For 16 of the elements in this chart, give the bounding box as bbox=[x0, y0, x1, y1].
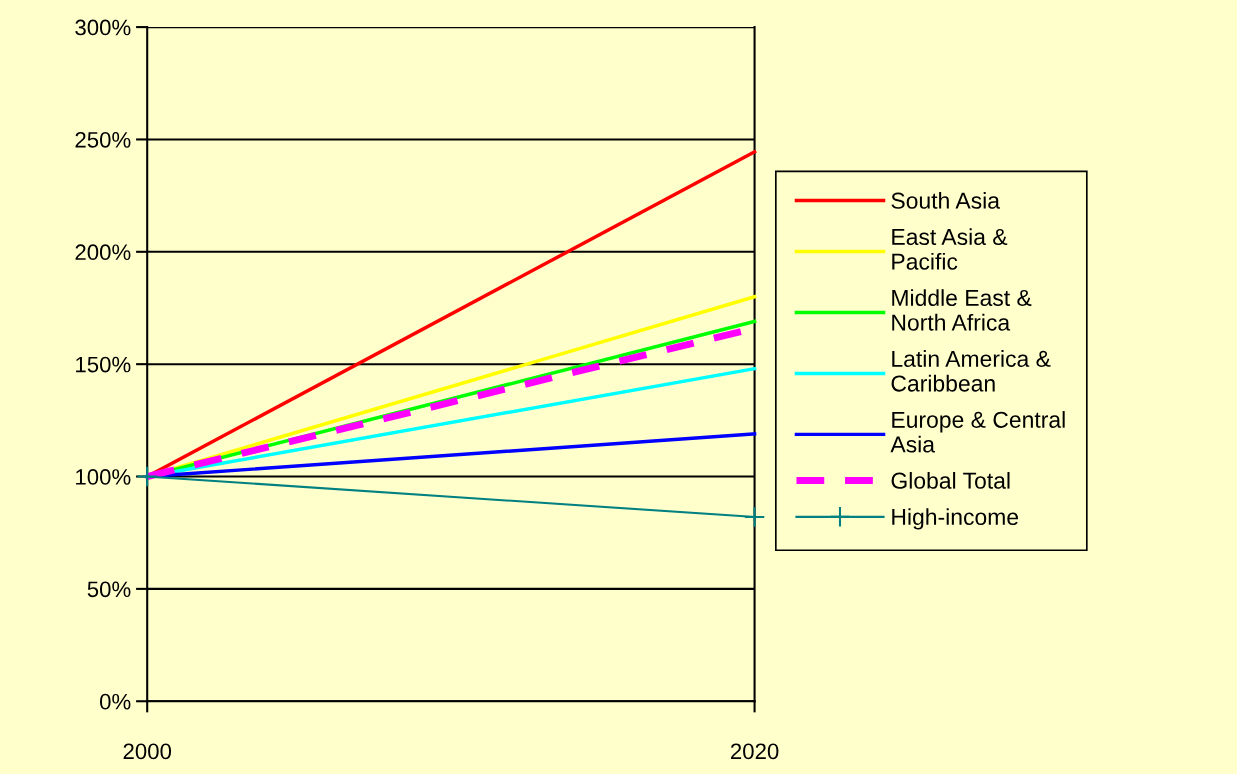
legend-label: Europe & Central Asia bbox=[890, 411, 1065, 453]
y-tick-label: 100% bbox=[76, 469, 131, 485]
y-tick-label: 250% bbox=[75, 131, 131, 148]
x-tick-label: 2000 bbox=[123, 743, 172, 760]
legend-label: East Asia & Pacific bbox=[892, 228, 1008, 270]
legend-label: High-income bbox=[892, 508, 1019, 530]
y-tick-label: 0% bbox=[99, 693, 131, 710]
legend-label: Middle East & North Africa bbox=[892, 289, 1032, 331]
legend-label: Global Total bbox=[891, 472, 1010, 489]
x-tick-label: 2020 bbox=[730, 743, 779, 760]
y-tick-label: 300% bbox=[75, 19, 131, 36]
legend-label: South Asia bbox=[891, 191, 1000, 209]
y-tick-label: 50% bbox=[87, 581, 131, 598]
y-tick-label: 200% bbox=[75, 244, 131, 261]
y-tick-label: 150% bbox=[76, 356, 131, 373]
legend-label: Latin America & Caribbean bbox=[891, 350, 1051, 392]
